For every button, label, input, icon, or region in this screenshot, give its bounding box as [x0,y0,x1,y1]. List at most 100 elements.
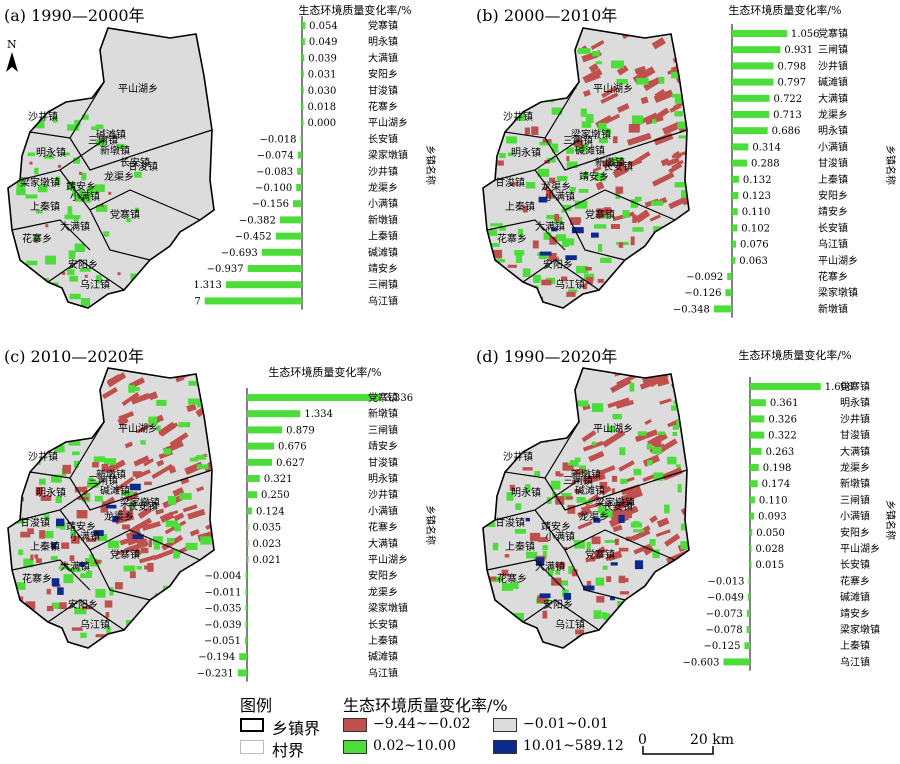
red-patch [61,542,70,549]
red-patch [487,128,498,134]
bar [732,62,774,70]
category-label: 平山湖乡 [368,117,408,129]
green-patch [598,122,607,131]
red-patch [632,214,637,223]
town-label: 龙渠乡 [579,510,609,523]
red-patch [621,268,625,273]
town-label: 沙井镇 [503,450,533,463]
red-patch [598,629,608,637]
category-label: 碱滩镇 [818,76,848,89]
bar-value-label: −0.937 [207,264,244,275]
red-patch [583,283,588,290]
town-label: 平山湖乡 [118,423,158,435]
category-label: 大满镇 [368,51,398,64]
category-label: 梁家墩镇 [368,602,408,615]
bar [247,426,283,434]
blue-patch [56,518,65,527]
green-patch [32,624,44,632]
green-patch [97,534,107,541]
red-patch [497,160,504,166]
green-patch [87,477,94,483]
green-patch [178,422,191,428]
blue-patch [551,227,558,232]
green-patch [522,268,531,277]
green-patch [543,232,552,240]
bar [750,447,762,455]
town-label: 梁家墩镇 [20,176,60,189]
town-boundary [47,599,125,631]
blue-patch [590,232,599,238]
bar [247,458,273,466]
green-patch [67,269,75,275]
bar [732,208,738,216]
town-boundary [544,469,688,511]
red-patch [542,186,547,190]
map-outline [7,27,215,309]
town-boundary [564,549,626,601]
red-patch [35,486,43,496]
green-patch [484,522,496,528]
category-label: 乌江镇 [368,666,398,679]
bar [744,642,750,650]
town-label: 小满镇 [70,530,100,543]
green-patch [525,484,531,493]
red-patch [114,476,135,492]
category-label: 甘浚镇 [368,84,398,97]
category-label: 龙渠乡 [818,108,848,121]
bar [750,415,765,423]
green-patch [63,574,74,584]
red-patch [509,484,515,491]
red-patch [104,600,113,608]
town-boundary [486,559,566,591]
red-patch [596,208,606,217]
category-label: 碱滩镇 [840,591,870,604]
town-label: 乌江镇 [80,618,110,631]
green-patch [106,626,111,634]
red-patch [634,209,651,224]
class-swatch-3 [493,740,517,754]
bar [732,159,747,167]
bar-value-label: 0.110 [759,495,788,506]
bar [746,626,750,633]
green-patch [525,182,536,189]
green-patch [24,429,32,437]
green-patch [48,643,58,648]
green-patch [74,607,87,615]
red-patch [582,440,604,452]
green-patch [674,182,687,188]
green-patch [652,549,660,559]
red-patch [117,272,121,276]
bar-value-label: 0.124 [256,506,285,517]
town-label: 新墩镇 [595,156,625,169]
green-patch [51,602,63,606]
red-patch [57,164,61,168]
red-patch [606,576,612,583]
red-patch [28,636,34,640]
red-patch [59,602,67,610]
red-patch [601,85,618,99]
red-patch [186,403,197,412]
red-patch [113,134,117,138]
town-label: 花寨乡 [497,572,527,585]
red-patch [673,151,682,160]
green-patch [555,234,567,241]
red-patch [172,487,185,497]
green-patch [680,523,689,531]
red-patch [585,277,593,285]
town-label: 梁家墩镇 [571,128,611,141]
green-patch [78,190,84,199]
green-patch [565,238,575,246]
green-patch [556,175,568,182]
red-patch [625,536,633,541]
category-label: 安阳乡 [368,68,398,81]
bar-value-label: −0.156 [252,199,289,210]
green-patch [117,143,125,150]
bar [247,556,249,563]
town-boundary [89,209,151,261]
bar-value-label: −0.092 [686,272,723,283]
town-label: 龙渠乡 [104,170,134,183]
blue-patch [610,596,615,601]
red-patch [114,582,123,590]
category-label: 长安镇 [368,618,398,631]
green-patch [574,457,581,462]
